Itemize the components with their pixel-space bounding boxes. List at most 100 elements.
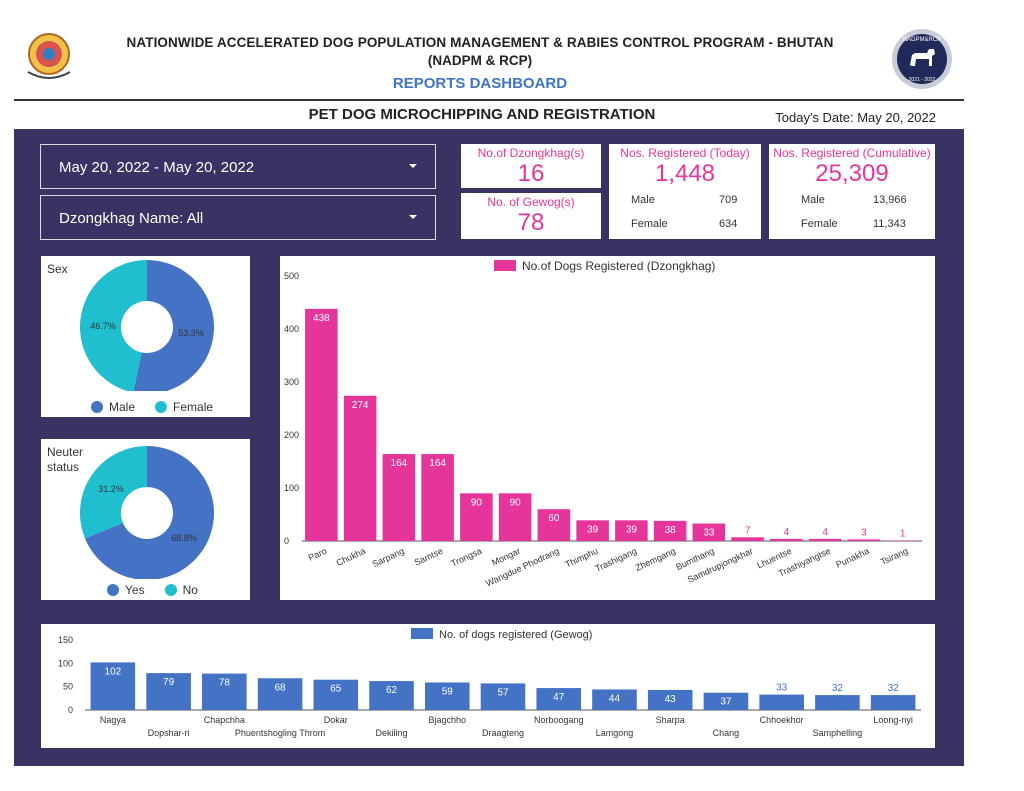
bar	[305, 308, 338, 541]
dashboard-panel: May 20, 2022 - May 20, 2022 Dzongkhag Na…	[14, 129, 964, 766]
bar-value-label: 4	[784, 527, 790, 538]
chevron-down-icon[interactable]	[409, 215, 417, 219]
dzongkhag-count-label: No.of Dzongkhag(s)	[477, 146, 585, 160]
x-tick-label: Sarpang	[371, 546, 406, 569]
x-tick-label: Chukha	[335, 546, 367, 568]
bar-value-label: 32	[832, 683, 844, 694]
program-acronym: (NADPM & RCP)	[427, 53, 533, 68]
pie-slice-male	[133, 260, 214, 391]
today-male-value: 709	[719, 194, 738, 206]
today-female-value: 634	[719, 218, 738, 230]
x-tick-label: Samdrupjongkhar	[686, 546, 755, 585]
gewog-count-label: No. of Gewog(s)	[487, 195, 575, 209]
bar	[692, 523, 726, 541]
legend-swatch	[155, 401, 168, 413]
bar	[759, 694, 804, 710]
bar	[460, 493, 493, 541]
pie-slice-yes	[85, 446, 214, 579]
x-tick-label: Zhemgang	[634, 546, 677, 573]
x-tick-label: Chang	[713, 728, 740, 738]
bar	[369, 681, 414, 710]
bar	[576, 520, 609, 541]
bar	[537, 509, 571, 541]
x-tick-label: Tsirang	[879, 546, 910, 567]
today-female-label: Female	[631, 218, 668, 230]
y-tick-label: 400	[284, 324, 299, 334]
x-tick-label: Dokar	[324, 715, 348, 725]
x-tick-label: Phuentshogling Throm	[235, 728, 325, 738]
bar-value-label: 3	[861, 527, 867, 538]
bar	[647, 689, 693, 710]
x-tick-label: Lamgong	[596, 728, 634, 738]
bar-value-label: 102	[105, 666, 122, 677]
bar	[90, 662, 136, 710]
pie-slice-no	[80, 446, 147, 539]
chevron-down-icon[interactable]	[409, 164, 417, 168]
bar-value-label: 4	[822, 527, 828, 538]
bar	[424, 682, 470, 710]
header: NADPM&RCP 2021 - 2022 NATIONWIDE ACCELER…	[0, 0, 1024, 100]
legend-swatch	[107, 584, 119, 596]
bar	[870, 695, 916, 710]
registered-cumulative-card: Nos. Registered (Cumulative) 25,309 Male…	[769, 144, 935, 239]
sex-chart-card: Sex 53.3% 46.7% Male Female	[41, 256, 250, 417]
cum-male-value: 13,966	[873, 194, 907, 206]
today-date: Today's Date: May 20, 2022	[775, 110, 936, 125]
x-tick-label: Chhoekhor	[760, 715, 804, 725]
bhutan-emblem-icon	[27, 33, 71, 79]
bar	[480, 683, 526, 710]
legend-label: No.of Dogs Registered (Dzongkhag)	[522, 259, 715, 273]
bar-value-label: 33	[776, 683, 788, 694]
bar	[847, 539, 881, 541]
bar-value-label: 43	[665, 694, 677, 705]
y-tick-label: 100	[58, 658, 73, 668]
bar	[815, 695, 860, 710]
bar	[421, 454, 454, 541]
bar	[592, 689, 637, 710]
y-tick-label: 200	[284, 430, 299, 440]
bar-value-label: 65	[330, 684, 342, 695]
bar-value-label: 7	[745, 525, 751, 536]
registered-today-card: Nos. Registered (Today) 1,448 Male 709 F…	[609, 144, 761, 239]
legend-no-label: No	[182, 583, 198, 597]
bar	[731, 537, 764, 541]
section-title: PET DOG MICROCHIPPING AND REGISTRATION	[308, 106, 656, 123]
bar-value-label: 274	[352, 400, 369, 411]
gewog-count-value: 78	[517, 209, 545, 236]
gewog-bar-chart: 0 50 100 150 No. of dogs registered (Gewog) 1…	[58, 628, 921, 738]
cum-male-label: Male	[801, 194, 825, 206]
bar-value-label: 57	[497, 687, 509, 698]
nadpm-logo-icon: NADPM&RCP 2021 - 2022	[892, 29, 952, 89]
dzongkhag-dropdown[interactable]: Dzongkhag Name: All	[40, 195, 436, 240]
y-tick-label: 0	[68, 705, 73, 715]
dzongkhag-bar-chart: 0 100 200 300 400 500 No.of Dogs Registered (D…	[284, 259, 922, 589]
date-range-dropdown[interactable]: May 20, 2022 - May 20, 2022	[40, 144, 436, 189]
x-tick-label: Samphelling	[813, 728, 863, 738]
date-range-value: May 20, 2022 - May 20, 2022	[59, 159, 255, 176]
bar-value-label: 1	[900, 528, 906, 539]
bar-value-label: 90	[471, 497, 483, 508]
bar-value-label: 79	[163, 677, 175, 688]
cum-female-label: Female	[801, 218, 838, 230]
bar-value-label: 33	[703, 528, 715, 539]
x-tick-label: Sharpa	[656, 715, 685, 725]
bar-value-label: 438	[313, 313, 330, 324]
sex-legend: Male Female	[91, 400, 213, 414]
pie-slice-female	[80, 260, 147, 391]
bar	[146, 673, 191, 710]
x-tick-label: Dopshar-ri	[148, 728, 190, 738]
pie-slice-label: 46.7%	[90, 321, 116, 331]
gewog-count-card: No. of Gewog(s) 78	[461, 193, 601, 239]
dzongkhag-count-value: 16	[517, 160, 545, 187]
bar	[653, 520, 687, 541]
bar-value-label: 38	[665, 525, 677, 536]
gewog-bar-card: 0 50 100 150 No. of dogs registered (Gewog) 1…	[41, 624, 935, 748]
pie-slice-label: 31.2%	[98, 484, 124, 494]
x-tick-label: Draagteng	[482, 728, 524, 738]
dzongkhag-bar-card: 0 100 200 300 400 500 No.of Dogs Registered (D…	[280, 256, 935, 600]
header-divider	[14, 99, 964, 101]
y-tick-label: 100	[284, 483, 299, 493]
legend-swatch	[164, 584, 177, 596]
registered-today-value: 1,448	[654, 160, 716, 187]
x-tick-label: Chapchha	[204, 715, 245, 725]
